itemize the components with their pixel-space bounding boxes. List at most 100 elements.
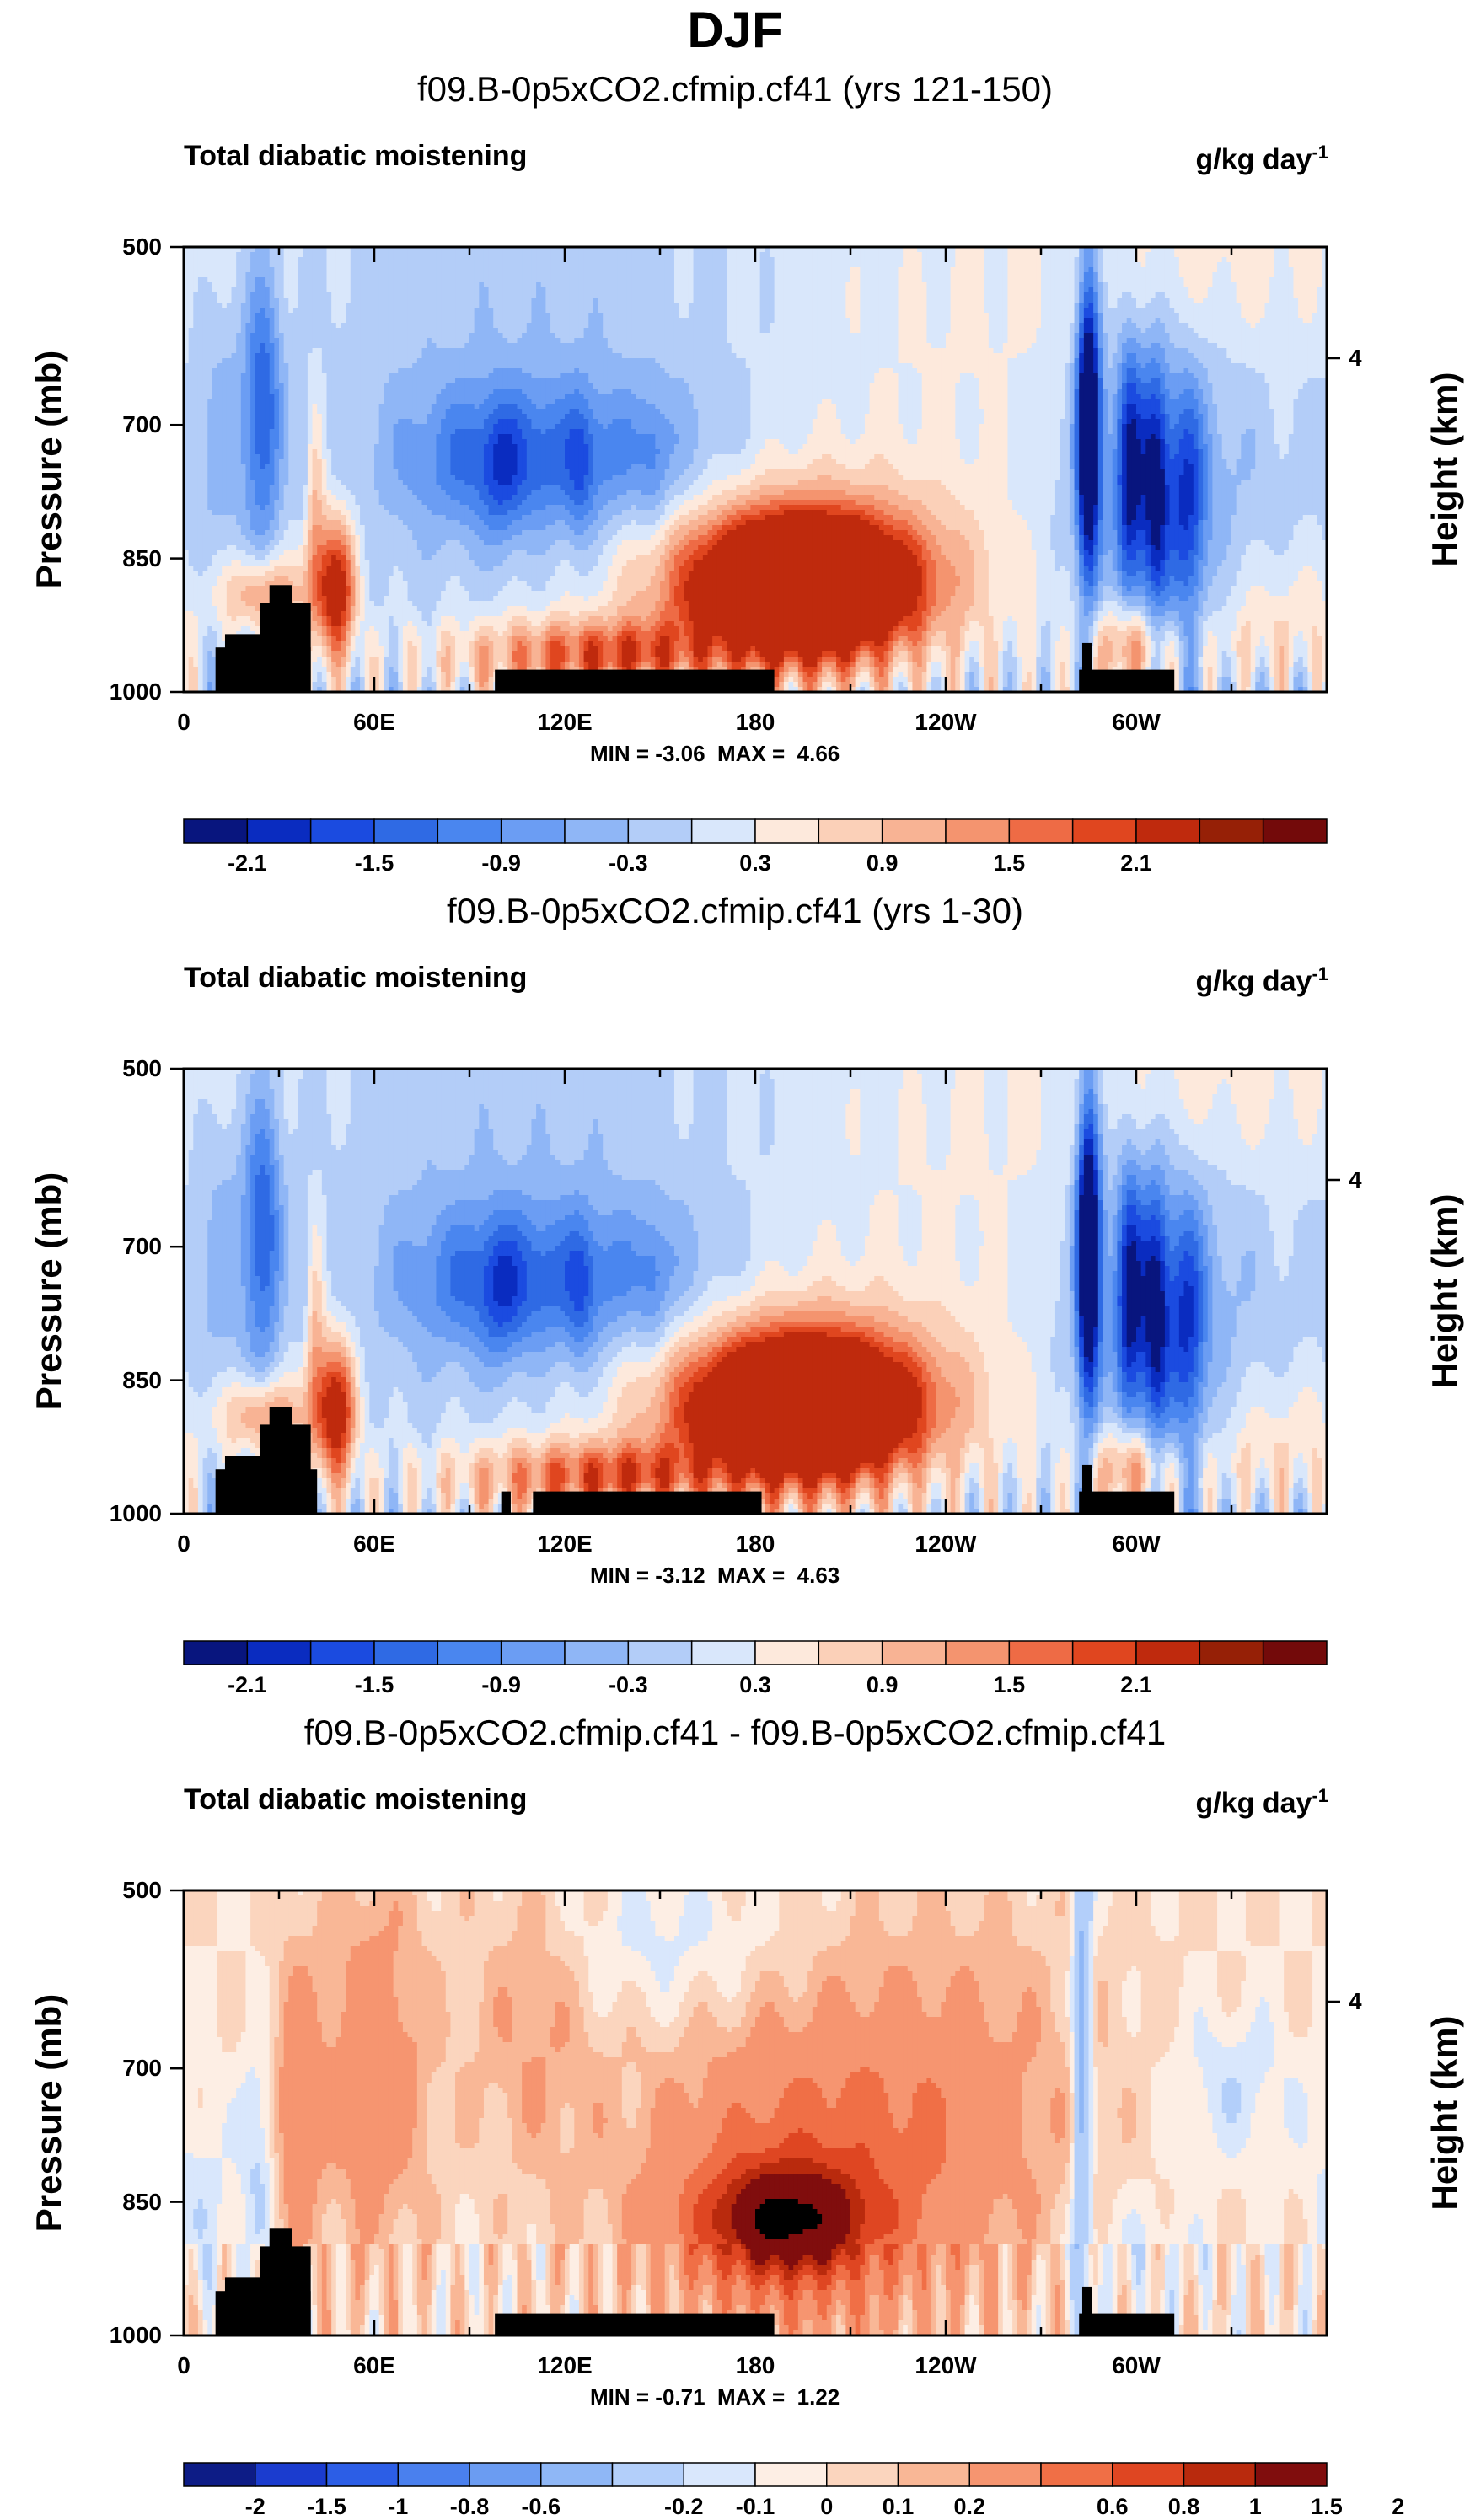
contour-cell: [803, 257, 808, 263]
contour-cell: [550, 257, 555, 263]
contour-cell: [1113, 267, 1118, 273]
contour-cell: [784, 262, 789, 268]
contour-cell: [255, 262, 260, 268]
contour-cell: [1317, 267, 1322, 273]
contour-cell: [1089, 272, 1094, 278]
contour-cell: [193, 252, 198, 258]
contour-cell: [227, 277, 232, 283]
contour-cell: [941, 262, 946, 268]
contour-cell: [1174, 252, 1179, 258]
contour-cell: [398, 272, 403, 278]
contour-cell: [1151, 257, 1156, 263]
contour-cell: [1170, 272, 1175, 278]
contour-cell: [493, 252, 498, 258]
contour-cell: [689, 267, 694, 273]
contour-cell: [1188, 252, 1194, 258]
contour-cell: [1060, 262, 1065, 268]
contour-cell: [660, 262, 665, 268]
contour-cell: [936, 252, 942, 258]
contour-cell: [669, 267, 674, 273]
contour-cell: [1108, 257, 1113, 263]
contour-cell: [593, 257, 598, 263]
contour-cell: [588, 257, 593, 263]
contour-cell: [1022, 267, 1027, 273]
contour-cell: [1065, 262, 1070, 268]
contour-cell: [741, 262, 746, 268]
contour-cell: [1251, 267, 1256, 273]
contour-cell: [303, 262, 308, 268]
contour-cell: [193, 262, 198, 268]
contour-cell: [636, 267, 641, 273]
contour-cell: [1303, 272, 1308, 278]
contour-cell: [841, 257, 846, 263]
contour-cell: [565, 277, 570, 283]
contour-cell: [227, 262, 232, 268]
contour-cell: [679, 262, 684, 268]
contour-cell: [412, 252, 417, 258]
contour-cell: [603, 252, 608, 258]
contour-cell: [951, 272, 956, 278]
contour-cell: [870, 252, 875, 258]
contour-cell: [1136, 272, 1141, 278]
contour-cell: [464, 277, 469, 283]
contour-cell: [1251, 262, 1256, 268]
contour-cell: [550, 262, 555, 268]
contour-cell: [1194, 262, 1199, 268]
contour-cell: [260, 257, 265, 263]
contour-cell: [979, 252, 984, 258]
contour-cell: [951, 257, 956, 263]
contour-cell: [579, 262, 584, 268]
contour-cell: [460, 277, 465, 283]
contour-cell: [598, 262, 604, 268]
contour-cell: [1237, 252, 1242, 258]
contour-cell: [1075, 252, 1080, 258]
contour-cell: [389, 272, 394, 278]
contour-cell: [1231, 272, 1237, 278]
contour-cell: [369, 272, 374, 278]
contour-cell: [755, 262, 760, 268]
contour-cell: [807, 262, 813, 268]
contour-cell: [1222, 272, 1227, 278]
contour-cell: [622, 257, 627, 263]
contour-cell: [879, 252, 884, 258]
contour-cell: [260, 277, 265, 283]
contour-cell: [241, 257, 246, 263]
contour-cell: [717, 252, 722, 258]
contour-cell: [412, 262, 417, 268]
contour-cell: [831, 262, 836, 268]
contour-cell: [641, 267, 646, 273]
contour-cell: [879, 272, 884, 278]
contour-cell: [1079, 272, 1084, 278]
contour-cell: [403, 252, 408, 258]
contour-cell: [598, 272, 604, 278]
contour-cell: [1260, 257, 1265, 263]
contour-cell: [303, 272, 308, 278]
contour-cell: [831, 272, 836, 278]
contour-cell: [588, 267, 593, 273]
contour-cell: [322, 252, 327, 258]
contour-cell: [912, 267, 917, 273]
contour-cell: [732, 252, 737, 258]
contour-cell: [189, 272, 194, 278]
contour-cell: [1274, 257, 1280, 263]
contour-cell: [874, 272, 879, 278]
contour-cell: [236, 272, 241, 278]
contour-cell: [646, 272, 651, 278]
contour-cell: [503, 267, 508, 273]
contour-cell: [694, 262, 699, 268]
contour-cell: [803, 272, 808, 278]
contour-cell: [1165, 257, 1170, 263]
contour-cell: [703, 252, 708, 258]
contour-cell: [1117, 262, 1122, 268]
contour-cell: [1179, 267, 1184, 273]
contour-cell: [1003, 262, 1008, 268]
contour-cell: [860, 257, 865, 263]
contour-cell: [584, 267, 589, 273]
contour-cell: [198, 252, 203, 258]
contour-cell: [784, 272, 789, 278]
contour-cell: [1269, 262, 1274, 268]
contour-cell: [1131, 272, 1136, 278]
contour-cell: [741, 267, 746, 273]
contour-cell: [241, 272, 246, 278]
contour-cell: [1179, 252, 1184, 258]
